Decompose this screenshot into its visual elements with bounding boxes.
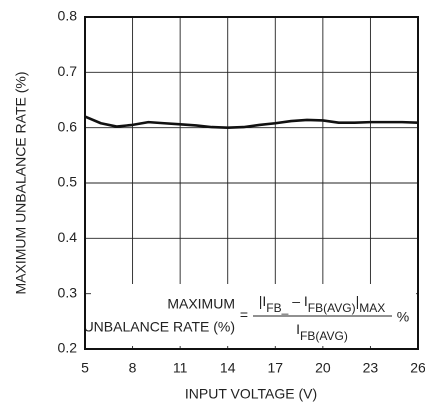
annotation-part: MAX <box>359 301 385 315</box>
x-tick-label: 26 <box>410 360 425 376</box>
annotation-part: FB_ <box>266 301 288 315</box>
y-tick-label: 0.3 <box>58 284 78 300</box>
x-tick-label: 8 <box>129 360 137 376</box>
y-tick-label: 0.5 <box>58 174 78 190</box>
annotation-background <box>91 284 416 346</box>
data-line <box>84 115 419 129</box>
annotation-unit: % <box>397 309 409 325</box>
x-tick-label: 11 <box>173 360 188 376</box>
annotation-part: | <box>356 293 360 309</box>
x-tick-label: 5 <box>81 360 89 376</box>
annotation-part: |I <box>259 293 267 309</box>
x-tick-label: 14 <box>220 360 236 376</box>
y-tick-label: 0.6 <box>58 118 78 134</box>
y-tick-label: 0.2 <box>58 340 78 356</box>
annotation-label: UNBALANCE RATE (%) <box>84 319 235 335</box>
annotation-label: MAXIMUM <box>167 296 235 312</box>
annotation-equals: = <box>240 307 248 323</box>
annotation-part: – I <box>288 293 307 309</box>
x-axis-label: INPUT VOLTAGE (V) <box>185 386 317 402</box>
y-axis-label: MAXIMUM UNBALANCE RATE (%) <box>13 72 29 295</box>
y-tick-label: 0.7 <box>58 63 78 79</box>
annotation-part: I <box>296 321 300 337</box>
plot-frame <box>84 16 419 350</box>
annotation-numerator: |IFB_ – IFB(AVG)|MAX <box>259 293 385 315</box>
y-tick-label: 0.4 <box>58 229 78 245</box>
x-tick-label: 23 <box>363 360 379 376</box>
x-tick-label: 17 <box>267 360 283 376</box>
annotation-denominator: IFB(AVG) <box>296 321 348 343</box>
annotation-part: FB(AVG) <box>300 329 348 343</box>
annotation-part: FB(AVG) <box>308 301 356 315</box>
x-tick-label: 20 <box>315 360 331 376</box>
y-tick-label: 0.8 <box>58 8 78 24</box>
